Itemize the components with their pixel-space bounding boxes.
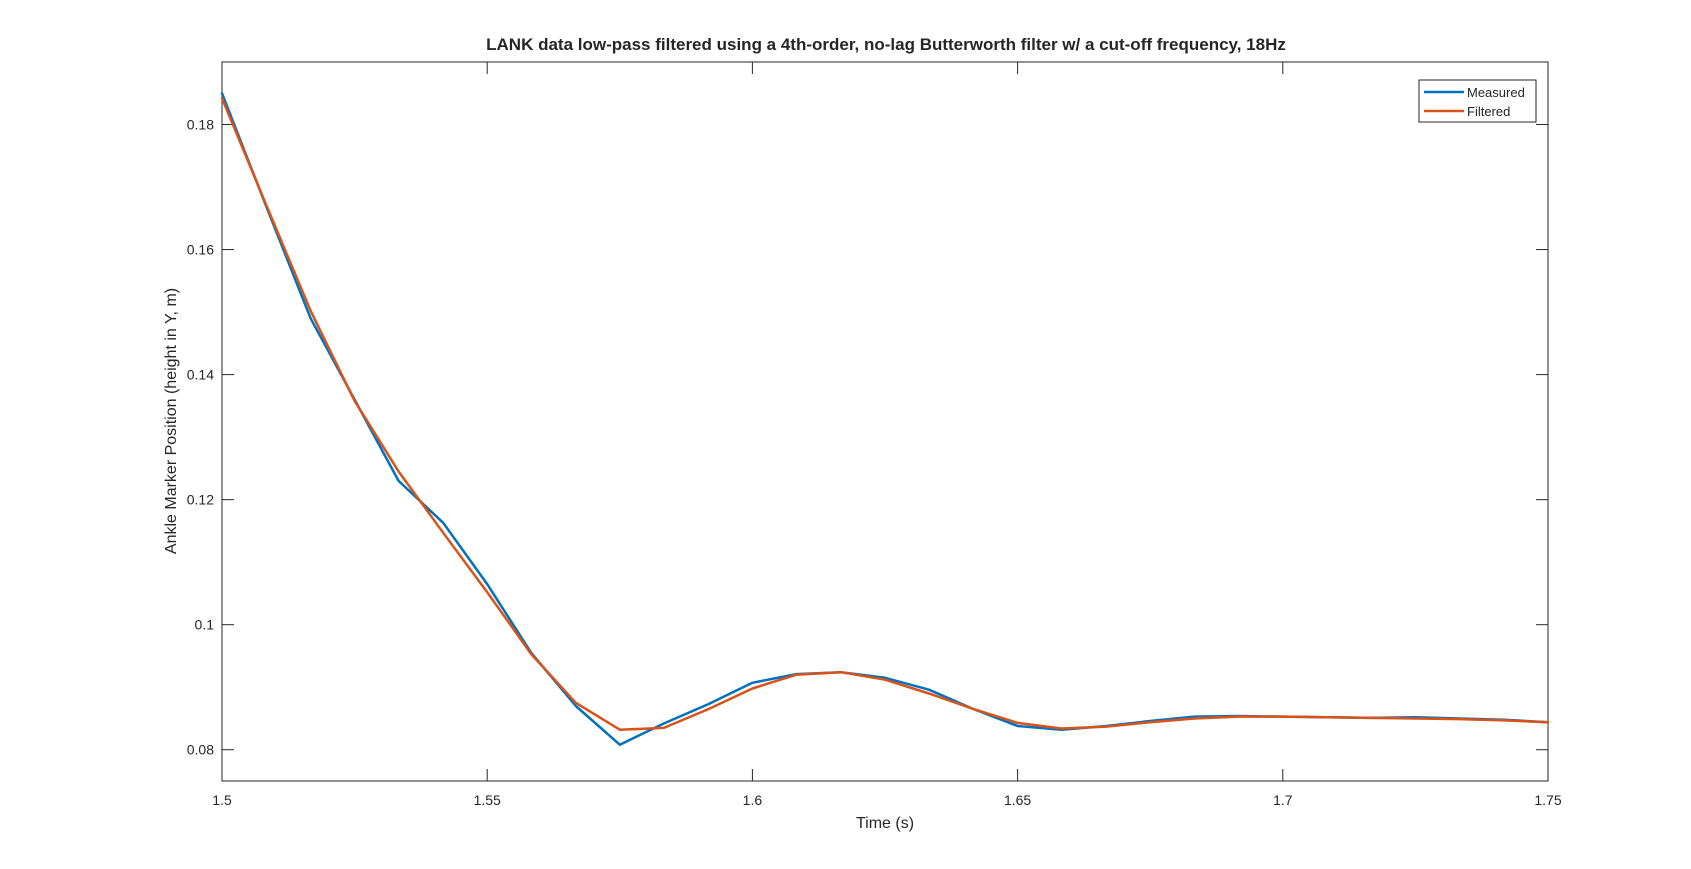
x-axis: 1.5 1.55 1.6 1.65 1.7 1.75 bbox=[212, 62, 1562, 808]
x-tick-label: 1.5 bbox=[212, 792, 232, 808]
series-line-filtered bbox=[220, 97, 1550, 731]
plot-area: 1.5 1.55 1.6 1.65 1.7 1.75 0.08 0.1 0.12 0.14 0.1… bbox=[187, 61, 1562, 808]
y-tick-label: 0.14 bbox=[187, 367, 214, 383]
x-tick-label: 1.6 bbox=[743, 792, 763, 808]
x-axis-label: Time (s) bbox=[856, 815, 914, 832]
y-tick-label: 0.18 bbox=[187, 117, 214, 133]
y-tick-label: 0.16 bbox=[187, 242, 214, 258]
axes-box bbox=[221, 61, 1549, 782]
y-tick-label: 0.12 bbox=[187, 492, 214, 508]
x-tick-label: 1.55 bbox=[474, 792, 501, 808]
x-tick-label: 1.75 bbox=[1534, 792, 1561, 808]
legend-label-measured: Measured bbox=[1467, 85, 1525, 100]
y-tick-label: 0.08 bbox=[187, 742, 214, 758]
legend[interactable]: Measured Filtered bbox=[1418, 79, 1537, 123]
y-tick-label: 0.1 bbox=[195, 617, 215, 633]
legend-box bbox=[1418, 79, 1537, 123]
series-lines bbox=[220, 92, 1550, 746]
y-axis: 0.08 0.1 0.12 0.14 0.16 0.18 bbox=[187, 117, 1548, 758]
legend-label-filtered: Filtered bbox=[1467, 104, 1510, 119]
x-tick-label: 1.65 bbox=[1004, 792, 1031, 808]
x-tick-label: 1.7 bbox=[1273, 792, 1293, 808]
chart-title: LANK data low-pass filtered using a 4th-… bbox=[486, 35, 1286, 54]
y-axis-label: Ankle Marker Position (height in Y, m) bbox=[163, 288, 180, 554]
